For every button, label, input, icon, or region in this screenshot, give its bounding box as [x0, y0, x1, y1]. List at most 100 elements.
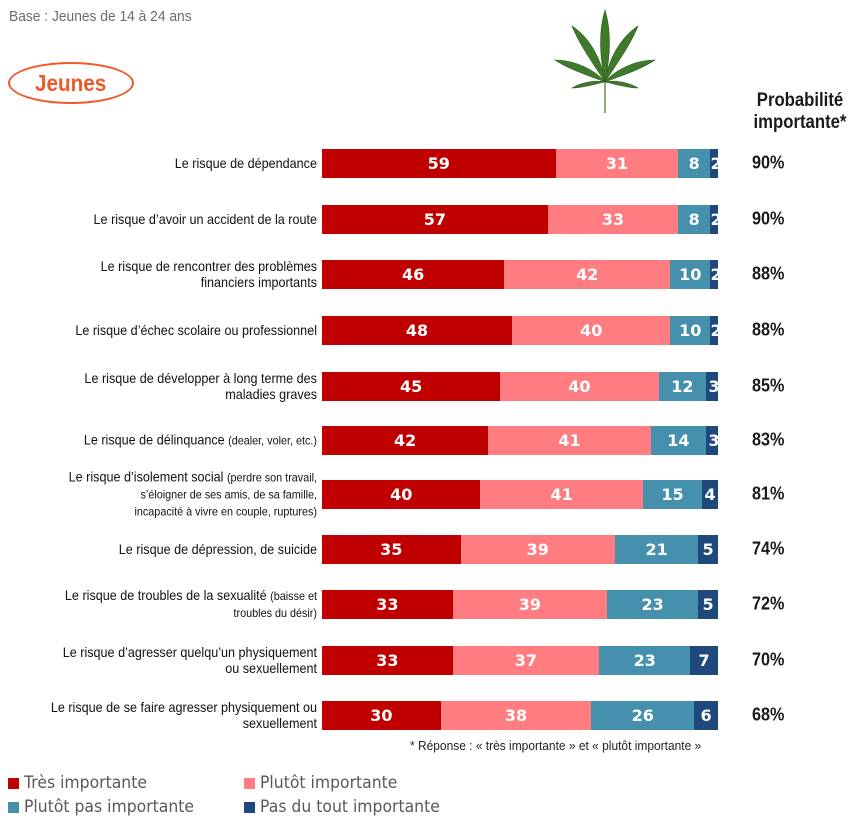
bar-segment-pas-du-tout-importante: 5 [698, 534, 718, 564]
stacked-bar: 45 40 12 3 [322, 371, 718, 401]
data-label: 8 [688, 153, 700, 173]
data-label: 59 [427, 153, 450, 173]
bar-segment-tres-importante: 40 [322, 479, 481, 509]
bar-segment-plutot-pas-importante: 8 [678, 148, 711, 178]
data-label: 3 [708, 430, 718, 450]
bar-segment-tres-importante: 59 [322, 148, 556, 178]
legend-label: Plutôt importante [260, 773, 398, 793]
data-label: 42 [576, 264, 599, 284]
data-label: 23 [641, 594, 664, 614]
base-note: Base : Jeunes de 14 à 24 ans [9, 8, 192, 25]
data-label: 30 [370, 705, 393, 725]
legend-label: Plutôt pas importante [24, 797, 195, 817]
data-label: 42 [394, 430, 417, 450]
data-label: 23 [633, 650, 656, 670]
data-label: 31 [605, 153, 629, 173]
probability-value: 68% [752, 704, 785, 725]
stacked-bar: 35 39 21 5 [322, 534, 718, 564]
bar-segment-plutot-importante: 38 [440, 700, 592, 730]
probability-value: 88% [752, 263, 785, 284]
data-label: 12 [671, 376, 694, 396]
data-label: 7 [698, 650, 710, 670]
category-label: Le risque de rencontrer des problèmes fin… [100, 258, 317, 290]
chart-row: Le risque de délinquance (dealer, voler,… [0, 418, 865, 462]
audience-badge: Jeunes [8, 62, 134, 104]
data-label: 39 [526, 539, 549, 559]
data-label: 41 [550, 484, 573, 504]
bar-segment-pas-du-tout-importante: 3 [706, 371, 718, 401]
bar-segment-tres-importante: 33 [322, 589, 453, 619]
bar-segment-plutot-importante: 37 [452, 645, 600, 675]
bar-segment-pas-du-tout-importante: 2 [710, 259, 718, 289]
data-label: 40 [580, 320, 603, 340]
category-label: Le risque de troubles de la sexualité (b… [64, 587, 317, 620]
stacked-bar: 48 40 10 2 [322, 315, 718, 345]
legend-item: Pas du tout importante [244, 796, 504, 818]
data-label: 15 [661, 484, 684, 504]
data-label: 45 [399, 376, 423, 396]
data-label: 37 [514, 650, 538, 670]
legend-item: Plutôt pas importante [8, 796, 244, 818]
legend-label: Pas du tout importante [260, 797, 440, 817]
category-label: Le risque d’agresser quelqu’un physiquem… [62, 644, 318, 676]
category-label: Le risque de délinquance (dealer, voler,… [83, 431, 317, 448]
bar-segment-plutot-pas-importante: 23 [607, 589, 699, 619]
bar-segment-plutot-pas-importante: 12 [658, 371, 707, 401]
data-label: 40 [568, 376, 591, 396]
bar-segment-plutot-importante: 39 [460, 534, 616, 564]
data-label: 57 [423, 209, 446, 229]
data-label: 40 [390, 484, 413, 504]
stacked-bar: 59 31 8 2 [322, 148, 718, 178]
cannabis-leaf-icon [554, 8, 656, 113]
chart-row: Le risque de rencontrer des problèmes fin… [0, 252, 865, 296]
data-label: 14 [667, 430, 690, 450]
category-label: Le risque de dépendance [174, 155, 317, 171]
data-label: 10 [679, 264, 702, 284]
stacked-bar: 33 39 23 5 [322, 589, 718, 619]
data-label: 39 [518, 594, 542, 614]
legend-swatch-tres-importante [8, 777, 19, 789]
legend-item: Très importante [8, 772, 244, 794]
bar-segment-plutot-pas-importante: 10 [670, 259, 711, 289]
bar-segment-pas-du-tout-importante: 3 [706, 425, 718, 455]
data-label: 26 [631, 705, 654, 725]
bar-segment-pas-du-tout-importante: 5 [698, 589, 718, 619]
stacked-bar: 33 37 23 7 [322, 645, 718, 675]
bar-segment-tres-importante: 33 [322, 645, 453, 675]
bar-segment-plutot-importante: 31 [555, 148, 679, 178]
data-label: 33 [376, 594, 399, 614]
bar-segment-plutot-pas-importante: 21 [615, 534, 699, 564]
data-label: 48 [405, 320, 429, 340]
bar-segment-tres-importante: 57 [322, 204, 548, 234]
bar-segment-plutot-pas-importante: 15 [642, 479, 703, 509]
probability-value: 85% [752, 375, 785, 396]
legend-swatch-pas-du-tout-importante [244, 801, 255, 813]
chart-row: Le risque de troubles de la sexualité (b… [0, 582, 865, 626]
bar-segment-plutot-importante: 41 [488, 425, 651, 455]
chart-row: Le risque de se faire agresser physiquem… [0, 693, 865, 737]
data-label: 6 [700, 705, 712, 725]
category-label: Le risque d’isolement social (perdre son… [68, 468, 317, 519]
legend-swatch-plutot-pas-importante [8, 801, 19, 813]
stacked-bar: 46 42 10 2 [322, 259, 718, 289]
bar-segment-plutot-importante: 42 [504, 259, 671, 289]
data-label: 10 [679, 320, 702, 340]
chart-row: Le risque de développer à long terme des… [0, 364, 865, 408]
chart-row: Le risque d’isolement social (perdre son… [0, 469, 865, 519]
probability-value: 83% [752, 429, 785, 450]
bar-segment-plutot-importante: 33 [547, 204, 679, 234]
bar-segment-tres-importante: 48 [322, 315, 513, 345]
bar-segment-plutot-importante: 40 [512, 315, 671, 345]
probability-value: 88% [752, 319, 785, 340]
category-label: Le risque de dépression, de suicide [118, 541, 318, 557]
bar-segment-plutot-pas-importante: 8 [678, 204, 711, 234]
bar-segment-plutot-pas-importante: 10 [670, 315, 711, 345]
stacked-bar: 30 38 26 6 [322, 700, 718, 730]
bar-segment-tres-importante: 45 [322, 371, 501, 401]
probability-value: 81% [752, 483, 785, 504]
category-label: Le risque d’échec scolaire ou profession… [75, 322, 317, 338]
bar-segment-plutot-pas-importante: 23 [599, 645, 691, 675]
data-label: 46 [401, 264, 425, 284]
bar-segment-pas-du-tout-importante: 2 [710, 148, 718, 178]
data-label: 2 [710, 264, 718, 284]
